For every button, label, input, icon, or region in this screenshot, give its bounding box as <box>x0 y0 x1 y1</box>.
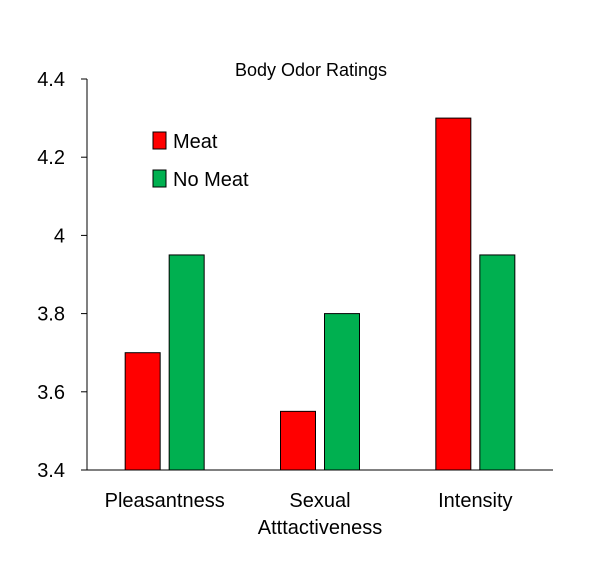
y-axis: 3.4 3.6 3.8 4 4.2 4.4 <box>37 69 88 482</box>
bar-no-meat <box>324 313 360 471</box>
y-tick-label: 3.6 <box>37 382 65 404</box>
legend-swatch <box>152 131 167 150</box>
x-tick-label: Atttactiveness <box>258 517 383 539</box>
y-tick-label: 3.8 <box>37 304 65 326</box>
y-tick-label: 4.2 <box>37 147 65 169</box>
legend-label: No Meat <box>173 169 249 191</box>
y-tick-label: 3.4 <box>37 460 65 482</box>
bar-meat <box>280 410 316 471</box>
x-tick-label: Pleasantness <box>105 490 225 512</box>
y-tick-label: 4.4 <box>37 69 65 91</box>
bar-meat <box>124 352 161 471</box>
bars <box>124 117 516 471</box>
y-tick-label: 4 <box>54 225 65 247</box>
legend-swatch <box>152 169 167 188</box>
x-tick-label: Sexual <box>289 490 350 512</box>
bar-no-meat <box>168 254 205 471</box>
legend-label: Meat <box>173 131 218 153</box>
x-tick-label: Intensity <box>438 490 512 512</box>
legend: Meat No Meat <box>152 131 249 191</box>
x-axis: Pleasantness Sexual Atttactiveness Intensit… <box>87 469 553 539</box>
chart-title: Body Odor Ratings <box>235 60 387 80</box>
bar-no-meat <box>479 254 516 471</box>
bar-meat <box>435 117 472 471</box>
